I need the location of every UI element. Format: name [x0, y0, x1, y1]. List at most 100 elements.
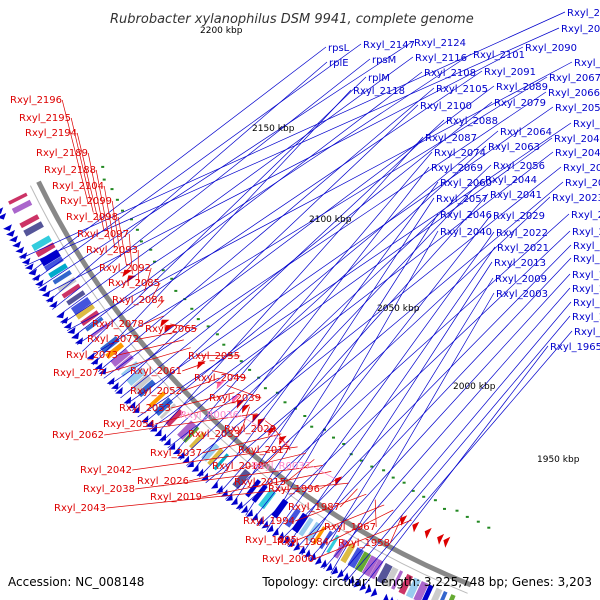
reverse-gene-arrow — [164, 325, 174, 333]
forward-leader-line — [272, 231, 495, 537]
forward-leader-line — [287, 246, 496, 546]
cog-band-segment — [391, 570, 404, 590]
reverse-gene-label: Rxyl_2033 — [188, 429, 240, 440]
gc-marker — [174, 289, 178, 292]
kbp-tick-label: 2150 kbp — [252, 124, 295, 134]
cog-band-segment — [39, 249, 61, 267]
forward-leader-line — [33, 43, 362, 281]
forward-gene-arrow — [49, 300, 58, 308]
cog-band-segment — [61, 283, 81, 299]
forward-leader-line — [28, 46, 327, 274]
gc-marker — [411, 489, 415, 492]
reverse-leader-line — [182, 362, 206, 372]
forward-gene-arrow — [28, 268, 37, 276]
forward-leader-line — [245, 213, 439, 516]
reverse-gene-label: Rxyl_1987 — [288, 502, 340, 513]
forward-gene-label: Rxyl_2102 — [567, 8, 600, 19]
reverse-gene-label: Rxyl_2097 — [77, 229, 129, 240]
forward-gene-label: Rxyl_2063 — [488, 142, 540, 153]
forward-leader-line — [143, 130, 499, 424]
genome-summary: Topology: circular; Length: 3,225,748 bp… — [261, 575, 592, 589]
forward-gene-arrow — [0, 213, 7, 220]
forward-gene-label: Rxyl_2088 — [446, 116, 498, 127]
forward-gene-arrow — [342, 572, 350, 582]
gc-marker — [359, 459, 363, 462]
cog-band-segment — [35, 242, 56, 258]
rna-leader-line — [311, 465, 336, 480]
cog-band-segment — [298, 517, 314, 537]
forward-gene-arrow — [90, 357, 99, 365]
kbp-tick-label: 2050 kbp — [377, 304, 420, 314]
reverse-gene-label: Rxyl_2194 — [25, 128, 77, 139]
gc-marker — [102, 178, 106, 181]
cog-band-segment — [165, 408, 184, 427]
forward-gene-arrow — [9, 235, 18, 243]
reverse-leader-line — [297, 504, 385, 541]
reverse-leader-line — [171, 392, 235, 409]
forward-gene-arrow — [303, 549, 311, 558]
forward-gene-arrow — [177, 451, 185, 459]
forward-gene-label: Rxyl_2108 — [424, 68, 476, 79]
reverse-leader-line — [329, 509, 394, 543]
gc-marker — [239, 360, 243, 363]
forward-gene-arrow — [67, 327, 76, 334]
cog-band-segment — [413, 581, 429, 600]
forward-gene-arrow — [21, 257, 31, 265]
gc-marker — [476, 520, 480, 523]
reverse-gene-label: Rxyl_2042 — [80, 465, 132, 476]
forward-gene-arrow — [246, 509, 253, 517]
gc-marker — [391, 476, 395, 479]
forward-gene-label: Rxyl_2064 — [500, 127, 552, 138]
forward-gene-arrow — [111, 382, 119, 390]
kbp-tick-label: 1950 kbp — [537, 455, 580, 465]
reverse-leader-line — [128, 233, 133, 275]
reverse-gene-label: Rxyl_2099 — [60, 196, 112, 207]
forward-gene-label: Rxyl_2046 — [440, 210, 492, 221]
gc-marker — [433, 499, 437, 502]
reverse-leader-line — [170, 323, 198, 330]
forward-leader-line — [131, 119, 445, 412]
gc-marker — [139, 240, 143, 243]
forward-gene-label: Rxyl_2029 — [493, 211, 545, 222]
reverse-leader-line — [189, 452, 306, 482]
forward-gene-label: Rxyl_2003 — [496, 289, 548, 300]
reverse-gene-label: Rxyl_2039 — [209, 393, 261, 404]
forward-gene-label: Rxyl_2021 — [497, 243, 549, 254]
backbone-arc — [36, 180, 472, 588]
reverse-gene-label: Rxyl_2073 — [66, 350, 118, 361]
kbp-tick-label: 2100 kbp — [309, 215, 352, 225]
reverse-gene-label: Rxyl_2037 — [150, 448, 202, 459]
forward-leader-line — [114, 104, 419, 392]
reverse-leader-line — [70, 117, 94, 213]
forward-leader-line — [315, 277, 494, 565]
forward-gene-label: Rxyl_2057 — [436, 194, 488, 205]
gc-marker — [149, 248, 153, 251]
forward-gene-arrow — [168, 442, 176, 450]
forward-gene-label: Rxyl_2089 — [496, 82, 548, 93]
forward-gene-label: Rxyl_1982 — [573, 298, 600, 309]
reverse-gene-arrow — [126, 275, 137, 283]
forward-gene-label: Rxyl_1977 — [572, 312, 600, 323]
forward-gene-label: Rxyl_1993 — [572, 270, 600, 281]
forward-leader-line — [38, 41, 413, 289]
cog-band-segment — [201, 442, 220, 462]
forward-gene-arrow — [98, 367, 107, 375]
reverse-leader-line — [111, 200, 122, 258]
reverse-gene-label: Rxyl_2019 — [150, 492, 202, 503]
forward-gene-label: Rxyl_2002 — [573, 241, 600, 252]
cog-band-segment — [305, 521, 322, 542]
forward-gene-label: Rxyl_2091 — [484, 67, 536, 78]
reverse-gene-label: Rxyl_1984 — [277, 537, 329, 548]
reverse-gene-label: Rxyl_1996 — [268, 484, 320, 495]
forward-gene-label: Rxyl_2009 — [495, 274, 547, 285]
reverse-gene-label: Rxyl_2000 — [262, 554, 314, 565]
cog-band-segment — [70, 297, 92, 315]
reverse-gene-arrow — [252, 413, 261, 423]
reverse-gene-label: Rxyl_2062 — [52, 430, 104, 441]
forward-gene-label: Rxyl_2022 — [496, 228, 548, 239]
gc-marker — [487, 526, 491, 529]
reverse-gene-label: Rxyl_2189 — [36, 148, 88, 159]
forward-gene-label: Rxyl_2056 — [493, 161, 545, 172]
forward-gene-label: Rxyl_2013 — [494, 258, 546, 269]
reverse-leader-line — [144, 315, 164, 325]
